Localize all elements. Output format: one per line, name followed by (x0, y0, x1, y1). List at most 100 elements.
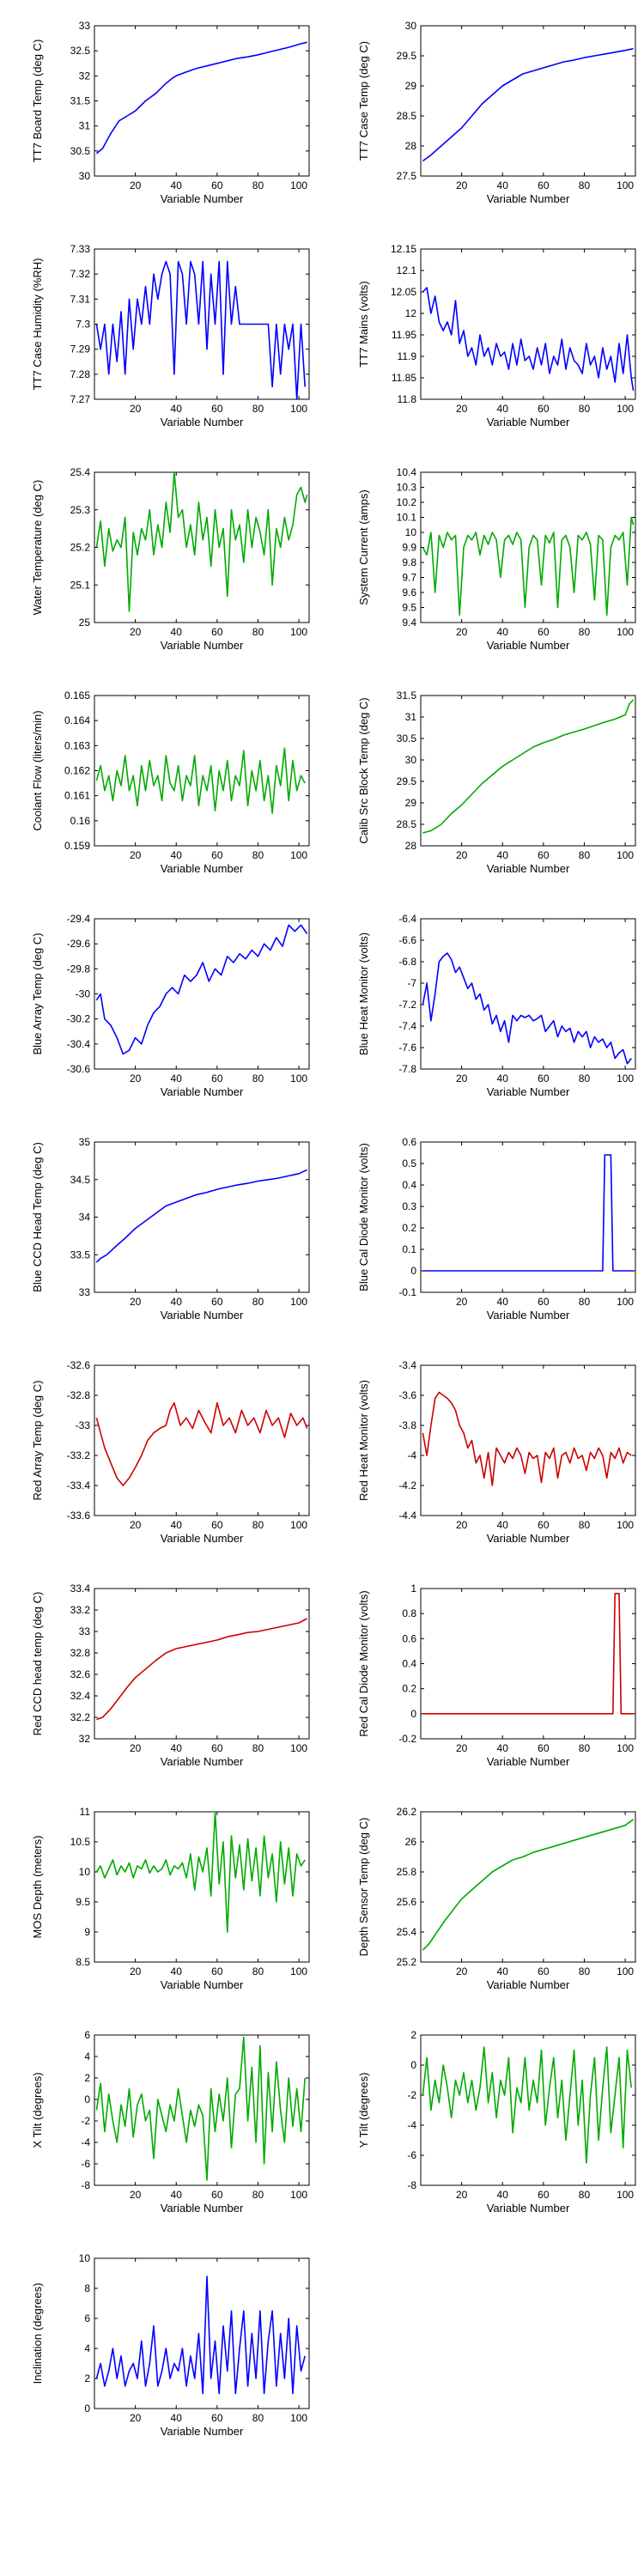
x-tick-label: 80 (252, 1742, 264, 1754)
y-axis-label: TT7 Case Temp (deg C) (357, 41, 370, 161)
y-tick-label: 9.5 (76, 1896, 90, 1908)
x-tick-label: 80 (579, 1742, 591, 1754)
y-tick-label: 32 (79, 70, 91, 82)
y-axis-label: Red Heat Monitor (volts) (357, 1380, 370, 1501)
y-tick-label: 32.2 (70, 1711, 91, 1723)
y-tick-label: 25.6 (397, 1896, 417, 1908)
x-tick-label: 100 (290, 1965, 307, 1978)
x-tick-label: 40 (497, 1965, 509, 1978)
y-tick-label: 8 (84, 2282, 90, 2294)
x-tick-label: 40 (171, 1965, 183, 1978)
y-axis-label: Red CCD head temp (deg C) (31, 1592, 44, 1736)
y-tick-label: 25.4 (397, 1926, 417, 1938)
chart-panel: 20 40 60 80 100 -8 -6 -4 -2 0 2 4 6 Variable Number X … (31, 2029, 310, 2215)
x-tick-label: 20 (130, 1296, 142, 1308)
y-tick-label: -29.6 (67, 938, 91, 950)
x-tick-label: 60 (211, 2412, 223, 2424)
x-tick-label: 20 (456, 403, 468, 415)
y-tick-label: 10.4 (397, 466, 417, 478)
y-tick-label: 0.4 (402, 1658, 416, 1670)
x-tick-label: 100 (290, 849, 307, 861)
x-tick-label: 20 (456, 1519, 468, 1531)
plot-area (420, 2034, 636, 2186)
chart-panel: 20 40 60 80 100 32 32.2 32.4 32.6 32.8 33 33.2 33.4 V… (31, 1583, 310, 1768)
y-tick-label: 29.5 (397, 775, 417, 787)
y-tick-label: -3.6 (398, 1389, 416, 1401)
x-tick-label: 80 (579, 626, 591, 638)
y-tick-label: 7.31 (70, 293, 91, 305)
x-tick-label: 100 (617, 403, 634, 415)
y-tick-label: -6 (81, 2158, 90, 2170)
x-tick-label: 80 (579, 1072, 591, 1084)
x-tick-label: 40 (171, 1072, 183, 1084)
x-axis-label: Variable Number (487, 1309, 570, 1321)
y-tick-label: -33.2 (67, 1449, 91, 1461)
x-axis-label: Variable Number (161, 1978, 244, 1991)
y-tick-label: 30.5 (397, 732, 417, 744)
x-tick-label: 100 (617, 1072, 634, 1084)
y-tick-label: 2 (84, 2372, 90, 2385)
y-tick-label: 0.162 (64, 765, 90, 777)
y-tick-label: 33 (79, 1286, 91, 1298)
x-axis-label: Variable Number (161, 1532, 244, 1545)
y-tick-label: 0.165 (64, 690, 90, 702)
y-tick-label: -30.2 (67, 1013, 91, 1025)
y-tick-label: 7.33 (70, 243, 91, 255)
x-tick-label: 40 (171, 403, 183, 415)
series-line (95, 471, 308, 612)
y-tick-label: 9 (84, 1926, 90, 1938)
x-tick-label: 100 (617, 1519, 634, 1531)
x-tick-label: 60 (211, 849, 223, 861)
y-tick-label: -29.4 (67, 913, 91, 925)
x-tick-label: 100 (290, 403, 307, 415)
y-tick-label: 25 (79, 617, 91, 629)
y-tick-label: 7.3 (76, 319, 90, 331)
y-tick-label: -0.2 (398, 1733, 416, 1745)
x-tick-label: 20 (130, 1519, 142, 1531)
chart-panel: 20 40 60 80 100 28 28.5 29 29.5 30 30.5 31 31.5 Varia… (357, 690, 636, 875)
y-tick-label: 9.7 (402, 572, 416, 584)
y-tick-label: -33 (76, 1419, 91, 1431)
y-tick-label: 0.161 (64, 790, 90, 802)
y-tick-label: -7 (407, 977, 416, 989)
x-tick-label: 40 (171, 1519, 183, 1531)
y-axis-label: TT7 Board Temp (deg C) (31, 39, 44, 163)
y-tick-label: 28 (405, 140, 417, 152)
series-line (422, 2046, 632, 2164)
x-tick-label: 60 (211, 1072, 223, 1084)
x-axis-label: Variable Number (487, 1085, 570, 1098)
y-tick-label: 12.05 (391, 286, 416, 298)
plot-area (94, 1811, 310, 1963)
x-axis-label: Variable Number (161, 862, 244, 875)
x-tick-label: 80 (579, 179, 591, 191)
y-tick-label: 9.8 (402, 556, 416, 568)
series-line (422, 952, 632, 1065)
x-axis-label: Variable Number (487, 416, 570, 428)
x-axis-label: Variable Number (487, 2202, 570, 2215)
series-line (422, 699, 635, 834)
y-tick-label: 25.4 (70, 466, 91, 478)
series-line (95, 747, 306, 814)
y-tick-label: 0.164 (64, 714, 90, 726)
x-axis-label: Variable Number (161, 639, 244, 652)
series-line (422, 1154, 634, 1272)
y-axis-label: Calib Src Block Temp (deg C) (357, 697, 370, 843)
y-tick-label: -2 (81, 2115, 90, 2127)
chart-panel: 20 40 60 80 100 27.5 28 28.5 29 29.5 30 Variable Nu… (357, 20, 636, 205)
y-tick-label: 9.4 (402, 617, 416, 629)
y-axis-label: Blue Cal Diode Monitor (volts) (357, 1143, 370, 1291)
x-tick-label: 60 (211, 1965, 223, 1978)
x-tick-label: 100 (617, 1742, 634, 1754)
x-tick-label: 80 (579, 403, 591, 415)
x-tick-label: 80 (252, 1965, 264, 1978)
x-tick-label: 100 (290, 179, 307, 191)
y-tick-label: 25.2 (397, 1956, 417, 1968)
y-tick-label: 7.32 (70, 268, 91, 280)
y-tick-label: -3.4 (398, 1359, 416, 1371)
series-line (95, 2275, 306, 2395)
plot-area (420, 1141, 636, 1293)
plot-area (94, 1588, 310, 1740)
y-tick-label: 26 (405, 1836, 417, 1848)
y-tick-label: 0 (84, 2093, 90, 2105)
